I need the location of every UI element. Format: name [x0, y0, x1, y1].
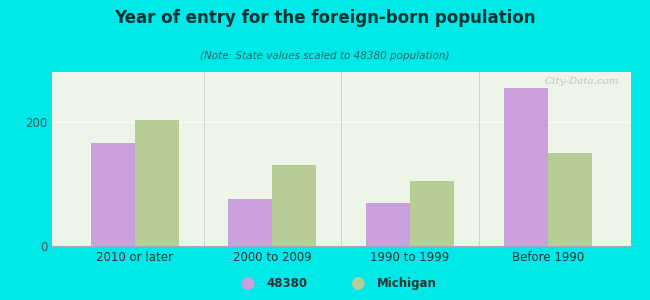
Text: City-Data.com: City-Data.com [544, 77, 619, 86]
Text: (Note: State values scaled to 48380 population): (Note: State values scaled to 48380 popu… [200, 51, 450, 61]
Text: ●: ● [240, 274, 254, 292]
Bar [366, 202, 410, 246]
Text: 48380: 48380 [266, 277, 307, 290]
Bar [504, 88, 548, 246]
Bar [410, 181, 454, 246]
Text: Year of entry for the foreign-born population: Year of entry for the foreign-born popul… [114, 9, 536, 27]
Text: Michigan: Michigan [377, 277, 437, 290]
Bar [228, 200, 272, 246]
Text: ●: ● [350, 274, 365, 292]
Bar [135, 120, 179, 246]
Bar [272, 165, 317, 246]
Bar [90, 143, 135, 246]
Bar [548, 153, 592, 246]
